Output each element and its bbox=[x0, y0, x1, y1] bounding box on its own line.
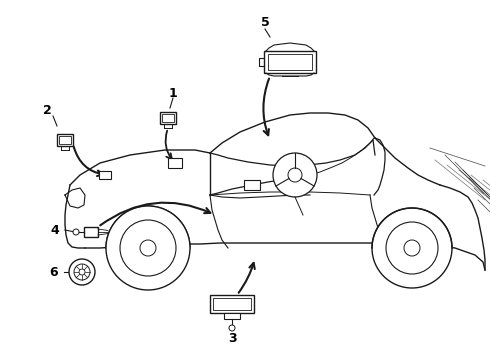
Bar bbox=[213, 298, 251, 310]
Bar bbox=[59, 136, 71, 144]
Bar bbox=[99, 171, 111, 179]
Text: 2: 2 bbox=[43, 104, 51, 117]
Circle shape bbox=[106, 206, 190, 290]
Bar bbox=[57, 134, 73, 146]
Text: 3: 3 bbox=[228, 333, 236, 346]
Circle shape bbox=[273, 153, 317, 197]
Circle shape bbox=[79, 269, 85, 275]
Bar bbox=[84, 227, 98, 237]
Bar bbox=[264, 51, 316, 73]
Circle shape bbox=[386, 222, 438, 274]
Bar bbox=[268, 54, 312, 70]
Text: 5: 5 bbox=[261, 15, 270, 28]
Circle shape bbox=[73, 229, 79, 235]
Circle shape bbox=[69, 259, 95, 285]
Bar bbox=[210, 295, 254, 313]
Bar bbox=[224, 313, 240, 319]
Circle shape bbox=[140, 240, 156, 256]
Bar bbox=[244, 180, 260, 190]
Text: 1: 1 bbox=[169, 86, 177, 99]
Circle shape bbox=[229, 325, 235, 331]
Bar bbox=[162, 114, 174, 122]
Circle shape bbox=[74, 264, 90, 280]
Text: 4: 4 bbox=[50, 224, 59, 237]
Text: 6: 6 bbox=[49, 266, 58, 279]
Bar bbox=[168, 158, 182, 168]
Circle shape bbox=[404, 240, 420, 256]
Bar bbox=[160, 112, 176, 124]
Circle shape bbox=[372, 208, 452, 288]
Circle shape bbox=[288, 168, 302, 182]
Circle shape bbox=[120, 220, 176, 276]
